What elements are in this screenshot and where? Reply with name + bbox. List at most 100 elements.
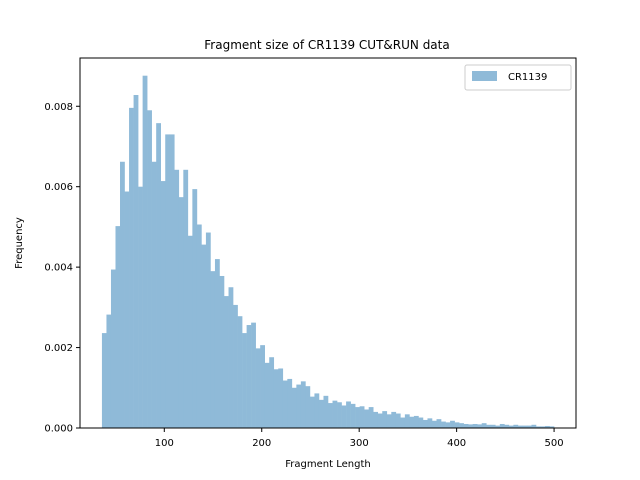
histogram-bar: [187, 235, 193, 428]
histogram-bar: [205, 232, 211, 428]
plot-frame: [79, 57, 577, 429]
histogram-bar: [400, 417, 406, 428]
histogram-bar: [346, 401, 351, 428]
histogram-bar: [431, 420, 437, 428]
histogram-bar: [341, 405, 347, 428]
histogram-bar: [409, 416, 415, 428]
histogram-bar: [151, 161, 157, 428]
x-tick-label: 500: [545, 438, 564, 449]
histogram-bar: [373, 411, 379, 428]
histogram-bar: [486, 424, 492, 428]
histogram-bar: [477, 424, 483, 428]
histogram-bar: [549, 426, 555, 428]
x-axis-label: Fragment Length: [285, 459, 370, 470]
histogram-bar: [160, 181, 166, 428]
histogram-bar: [273, 369, 279, 428]
histogram-bar: [495, 425, 501, 428]
histogram-bar: [463, 423, 469, 428]
histogram-bar: [106, 314, 112, 428]
histogram-bar: [332, 400, 338, 428]
histogram-bar: [178, 197, 184, 428]
histogram-bar: [242, 333, 247, 428]
histogram-bar: [142, 75, 148, 428]
histogram-bar: [513, 424, 519, 428]
histogram-bar: [386, 414, 392, 428]
histogram-bar: [251, 322, 256, 428]
x-tick-label: 200: [252, 438, 271, 449]
histogram-bar: [318, 399, 324, 428]
legend: CR1139: [464, 64, 572, 91]
histogram-bar: [260, 345, 265, 428]
histogram-bar: [110, 269, 116, 428]
histogram-bar: [499, 423, 505, 428]
histogram-bar: [278, 368, 284, 428]
y-tick-label: 0.006: [44, 182, 73, 193]
histogram-bar: [210, 271, 216, 428]
histogram-bar: [219, 275, 225, 428]
histogram-bar: [101, 333, 107, 428]
histogram-bar: [422, 419, 428, 428]
histogram-bar: [174, 169, 180, 429]
histogram-bar: [269, 357, 275, 428]
histogram-bar: [120, 161, 125, 428]
histogram-bar: [490, 424, 496, 428]
histogram-bar: [300, 381, 306, 428]
histogram-bar: [115, 226, 121, 428]
y-tick-label: 0.000: [44, 424, 73, 435]
histogram-bar: [468, 424, 473, 428]
legend-swatch: [472, 71, 497, 81]
x-tick-label: 300: [350, 438, 369, 449]
histogram-bar: [264, 362, 270, 428]
x-tick-label: 100: [155, 438, 174, 449]
y-tick-label: 0.004: [44, 263, 73, 274]
histogram-bar: [296, 384, 302, 428]
histogram-bar: [237, 316, 243, 428]
legend-label: CR1139: [508, 72, 547, 83]
histogram-bar: [364, 409, 369, 428]
x-axis-ticks: 100 200 300 400 500: [155, 428, 564, 449]
chart-title: Fragment size of CR1139 CUT&RUN data: [204, 38, 449, 52]
histogram-bar: [404, 414, 410, 428]
histogram-bar: [535, 426, 541, 428]
histogram-bar: [201, 244, 207, 428]
histogram-bar: [418, 417, 424, 428]
histogram-bar: [441, 421, 446, 428]
histogram-bar: [305, 386, 311, 428]
histogram-bar: [246, 325, 252, 428]
histogram-bar: [323, 395, 329, 428]
histogram-bar: [328, 403, 333, 428]
histogram-bar: [526, 425, 532, 428]
histogram-bar: [427, 418, 433, 428]
histogram-bar: [436, 419, 442, 428]
histogram-bar: [282, 380, 288, 428]
histogram-bar: [531, 424, 537, 428]
histogram-bar: [233, 304, 238, 428]
histogram-bar: [481, 423, 487, 428]
histogram-bar: [459, 423, 464, 428]
histogram-bar: [445, 422, 451, 428]
histogram-bar: [522, 425, 528, 428]
bars-group: [101, 75, 555, 429]
x-tick-label: 400: [447, 438, 466, 449]
histogram-bar: [214, 259, 220, 428]
histogram-bar: [287, 378, 293, 428]
histogram-bar: [228, 287, 234, 428]
histogram-bar: [169, 134, 175, 428]
histogram-bar: [355, 407, 360, 428]
histogram-bar: [337, 402, 342, 428]
histogram-bar: [138, 186, 143, 428]
histogram-bar: [183, 169, 189, 429]
histogram-bar: [472, 423, 478, 428]
histogram-bar: [133, 95, 139, 428]
histogram-bar: [129, 107, 134, 429]
histogram-bar: [540, 426, 546, 428]
histogram-bar: [350, 403, 356, 428]
y-axis-label: Frequency: [14, 217, 25, 269]
histogram-bar: [165, 134, 171, 428]
y-tick-label: 0.002: [44, 343, 73, 354]
histogram-bar: [124, 191, 130, 428]
histogram-bar: [192, 189, 198, 428]
y-tick-label: 0.008: [44, 102, 73, 113]
histogram-bar: [391, 411, 397, 428]
histogram-bar: [196, 224, 202, 428]
